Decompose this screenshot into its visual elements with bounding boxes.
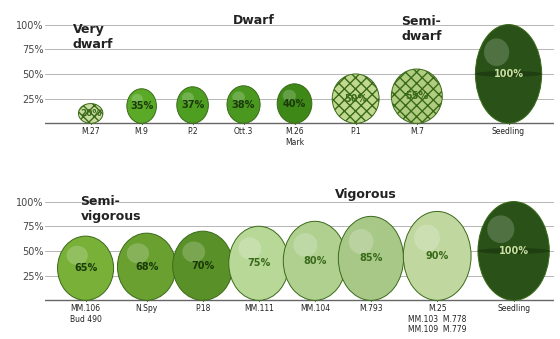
Text: Very
dwarf: Very dwarf bbox=[73, 23, 113, 51]
Ellipse shape bbox=[332, 74, 379, 123]
Text: 100%: 100% bbox=[498, 246, 529, 256]
Text: M.9: M.9 bbox=[135, 127, 148, 136]
Text: 100%: 100% bbox=[493, 69, 524, 79]
Text: M.7: M.7 bbox=[410, 127, 424, 136]
Text: P.18: P.18 bbox=[195, 304, 211, 313]
Text: M.793: M.793 bbox=[359, 304, 382, 313]
Text: MM.111: MM.111 bbox=[244, 304, 274, 313]
Text: 35%: 35% bbox=[130, 101, 153, 111]
Ellipse shape bbox=[338, 216, 404, 300]
Ellipse shape bbox=[283, 90, 296, 102]
Text: Vigorous: Vigorous bbox=[335, 188, 397, 201]
Text: P.2: P.2 bbox=[187, 127, 198, 136]
Text: N.Spy: N.Spy bbox=[136, 304, 158, 313]
Ellipse shape bbox=[127, 243, 149, 263]
Text: 65%: 65% bbox=[74, 263, 97, 273]
Ellipse shape bbox=[475, 24, 542, 123]
Ellipse shape bbox=[477, 248, 550, 254]
Text: 20%: 20% bbox=[80, 109, 101, 118]
Ellipse shape bbox=[118, 233, 176, 300]
Text: M.25
MM.103  M.778
MM.109  M.779: M.25 MM.103 M.778 MM.109 M.779 bbox=[408, 304, 466, 334]
Ellipse shape bbox=[475, 71, 542, 77]
Ellipse shape bbox=[132, 94, 143, 104]
Text: 70%: 70% bbox=[191, 261, 214, 271]
Text: 50%: 50% bbox=[344, 94, 367, 104]
Ellipse shape bbox=[78, 104, 103, 123]
Text: MM.106
Bud 490: MM.106 Bud 490 bbox=[69, 304, 101, 324]
Text: P.1: P.1 bbox=[351, 127, 361, 136]
Ellipse shape bbox=[239, 237, 261, 260]
Text: Ott.3: Ott.3 bbox=[234, 127, 253, 136]
Text: 55%: 55% bbox=[405, 91, 428, 101]
Text: M.27: M.27 bbox=[81, 127, 100, 136]
Text: MM.104: MM.104 bbox=[300, 304, 330, 313]
Text: 38%: 38% bbox=[232, 100, 255, 109]
Ellipse shape bbox=[177, 87, 208, 123]
Text: 68%: 68% bbox=[135, 262, 158, 272]
Ellipse shape bbox=[283, 221, 347, 300]
Text: 75%: 75% bbox=[247, 258, 270, 268]
Ellipse shape bbox=[349, 229, 374, 254]
Text: 85%: 85% bbox=[360, 253, 382, 263]
Ellipse shape bbox=[277, 84, 312, 123]
Text: 40%: 40% bbox=[283, 99, 306, 108]
Text: 80%: 80% bbox=[303, 256, 326, 266]
Ellipse shape bbox=[227, 86, 260, 123]
Ellipse shape bbox=[182, 92, 194, 103]
Ellipse shape bbox=[172, 231, 233, 300]
Ellipse shape bbox=[229, 226, 289, 300]
Text: M.26
Mark: M.26 Mark bbox=[285, 127, 304, 147]
Text: Seedling: Seedling bbox=[497, 304, 530, 313]
Ellipse shape bbox=[403, 212, 471, 300]
Text: 90%: 90% bbox=[426, 251, 449, 261]
Text: Dwarf: Dwarf bbox=[234, 14, 275, 27]
Text: Semi-
vigorous: Semi- vigorous bbox=[81, 195, 141, 223]
Ellipse shape bbox=[484, 38, 509, 66]
Ellipse shape bbox=[67, 246, 88, 265]
Ellipse shape bbox=[232, 92, 245, 103]
Ellipse shape bbox=[127, 89, 156, 123]
Ellipse shape bbox=[478, 202, 549, 300]
Ellipse shape bbox=[183, 242, 205, 262]
Ellipse shape bbox=[391, 69, 442, 123]
Text: Semi-
dwarf: Semi- dwarf bbox=[402, 15, 442, 43]
Ellipse shape bbox=[487, 215, 514, 243]
Ellipse shape bbox=[414, 225, 440, 252]
Ellipse shape bbox=[58, 236, 114, 300]
Text: 37%: 37% bbox=[181, 100, 204, 110]
Text: Seedling: Seedling bbox=[492, 127, 525, 136]
Ellipse shape bbox=[293, 233, 318, 257]
